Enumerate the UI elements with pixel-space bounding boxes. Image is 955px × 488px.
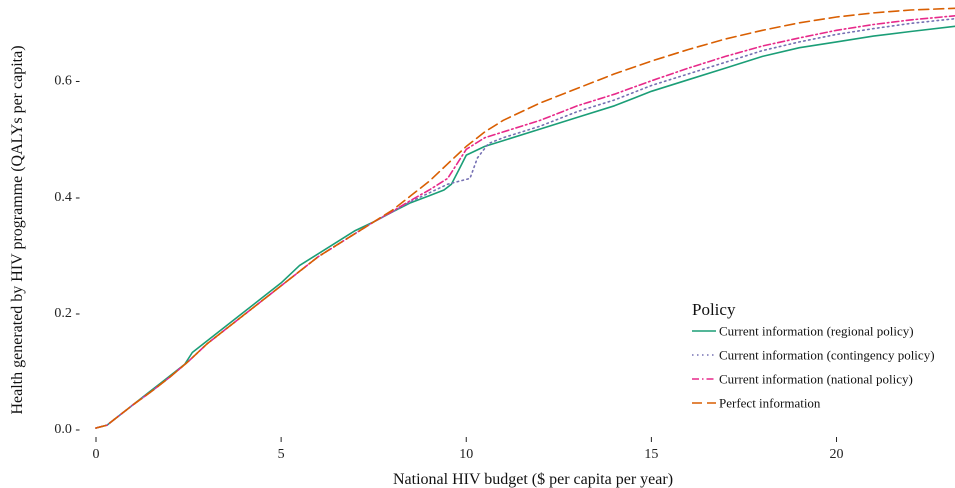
x-axis: 0 5 10 15 20	[93, 437, 844, 462]
x-tick-label: 10	[459, 447, 473, 462]
y-tick-label: 0.4 -	[54, 190, 80, 205]
legend-item: Perfect information	[692, 396, 821, 411]
legend-items: Current information (regional policy) Cur…	[692, 324, 935, 411]
y-axis-title: Health generated by HIV programme (QALYs…	[9, 45, 26, 414]
legend-label: Perfect information	[719, 396, 821, 411]
x-tick-label: 20	[830, 447, 844, 462]
x-tick-label: 5	[278, 447, 285, 462]
legend: Policy Current information (regional pol…	[692, 300, 935, 411]
legend-label: Current information (contingency policy)	[719, 348, 935, 363]
legend-item: Current information (regional policy)	[692, 324, 914, 339]
y-tick-label: 0.2 -	[54, 306, 80, 321]
series-layer	[95, 7, 955, 429]
legend-label: Current information (regional policy)	[719, 324, 914, 339]
legend-title: Policy	[692, 300, 736, 319]
series-line-4	[95, 7, 955, 429]
y-tick-label: 0.6 -	[54, 74, 80, 89]
legend-item: Current information (contingency policy)	[692, 348, 935, 363]
series-line-1	[95, 25, 955, 429]
legend-item: Current information (national policy)	[692, 372, 913, 387]
x-axis-title: National HIV budget ($ per capita per ye…	[393, 471, 673, 488]
legend-label: Current information (national policy)	[719, 372, 913, 387]
y-tick-label: 0.0 -	[54, 422, 80, 437]
x-tick-label: 0	[93, 447, 100, 462]
y-axis: 0.0 - 0.2 - 0.4 - 0.6 -	[54, 74, 80, 437]
x-tick-label: 15	[644, 447, 658, 462]
series-line-2	[95, 17, 955, 429]
series-line-3	[95, 15, 955, 429]
